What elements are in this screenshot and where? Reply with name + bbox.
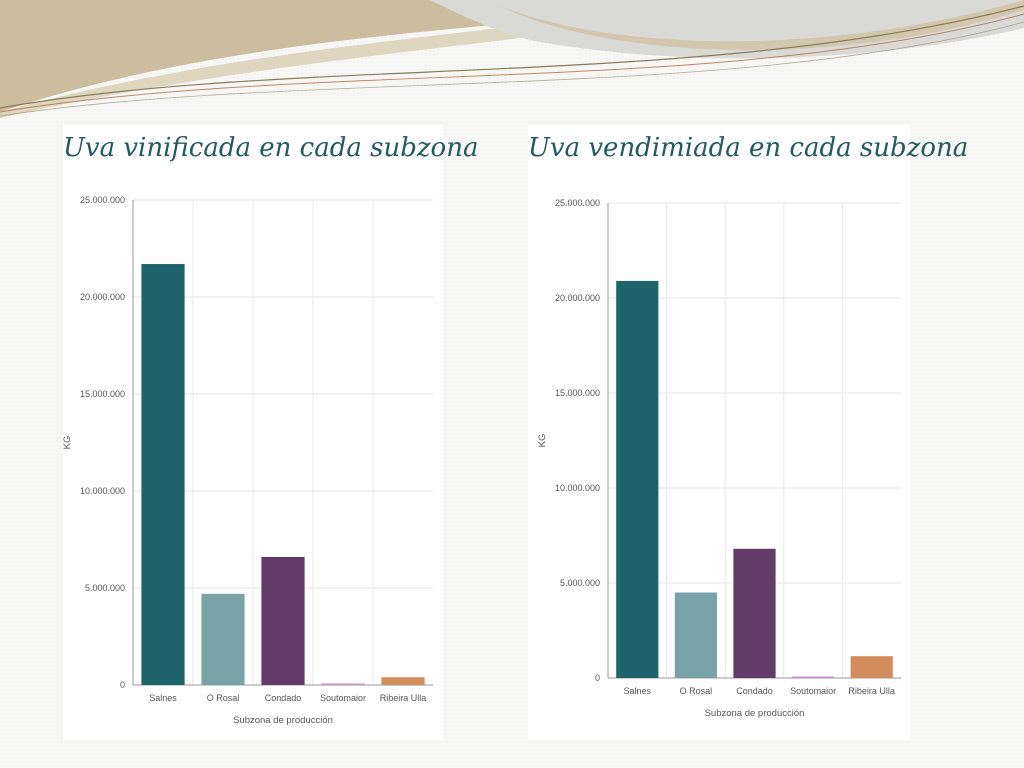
y-tick-label: 25.000.000 <box>80 195 125 205</box>
bar-chart-uva-vinificada: 0 5.000.000 10.000.000 15.000.000 20.000.000… <box>63 195 433 726</box>
x-tick-label: O Rosal <box>207 693 240 703</box>
y-tick-label: 15.000.000 <box>80 389 125 399</box>
y-axis-title: KG <box>537 434 548 448</box>
y-tick-label: 0 <box>120 680 125 690</box>
y-tick-label: 10.000.000 <box>80 486 125 496</box>
y-tick-label: 10.000.000 <box>555 483 600 493</box>
x-tick-label: Soutomaior <box>320 693 366 703</box>
bar-salnes <box>141 264 185 685</box>
bar-soutomaior <box>321 683 365 685</box>
x-tick-label: Ribeira Ulla <box>848 686 895 696</box>
x-tick-label: Soutomaior <box>790 686 836 696</box>
chart-panel-uva-vendimiada: Uva vendimiada en cada subzona 0 5.000.00… <box>528 125 969 740</box>
x-tick-label: O Rosal <box>680 686 713 696</box>
bar-condado <box>733 548 776 678</box>
bar-salnes <box>616 280 659 678</box>
bar-ribeira-ulla <box>850 656 893 678</box>
decorative-header-waves <box>0 0 1024 118</box>
x-axis-title: Subzona de producción <box>705 708 805 719</box>
bar-soutomaior <box>792 676 835 678</box>
y-tick-label: 0 <box>595 673 600 683</box>
x-tick-label: Condado <box>265 693 302 703</box>
chart-panel-uva-vinificada: Uva vinificada en cada subzona 0 5.000.00… <box>63 125 479 740</box>
y-tick-label: 15.000.000 <box>555 388 600 398</box>
y-tick-label: 20.000.000 <box>80 292 125 302</box>
y-tick-label: 5.000.000 <box>85 583 125 593</box>
x-tick-label: Condado <box>736 686 773 696</box>
bar-o-rosal <box>674 592 717 678</box>
x-axis-title: Subzona de producción <box>233 715 333 726</box>
bar-o-rosal <box>201 593 245 685</box>
y-tick-label: 5.000.000 <box>560 578 600 588</box>
chart-title: Uva vendimiada en cada subzona <box>528 133 969 163</box>
y-axis-title: KG <box>63 436 73 450</box>
x-tick-label: Salnes <box>149 693 177 703</box>
y-tick-label: 20.000.000 <box>555 293 600 303</box>
x-tick-label: Ribeira Ulla <box>380 693 427 703</box>
chart-title: Uva vinificada en cada subzona <box>63 133 479 163</box>
x-tick-label: Salnes <box>624 686 652 696</box>
bar-ribeira-ulla <box>381 677 425 685</box>
bar-condado <box>261 556 305 685</box>
y-tick-label: 25.000.000 <box>555 198 600 208</box>
bar-chart-uva-vendimiada: 0 5.000.000 10.000.000 15.000.000 20.000.000… <box>537 198 901 719</box>
